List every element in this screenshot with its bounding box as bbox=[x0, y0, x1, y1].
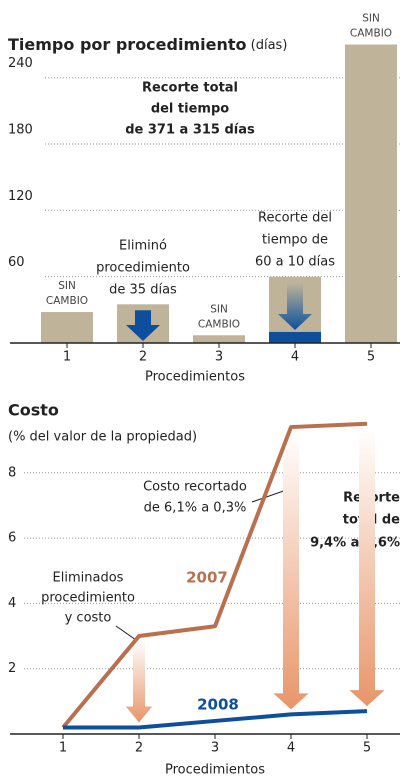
bar bbox=[345, 44, 397, 343]
annotation-line: Recorte total bbox=[142, 81, 238, 96]
title: Tiempo por procedimiento bbox=[8, 35, 247, 54]
annotation-line: 60 a 10 días bbox=[255, 255, 335, 270]
no-change-label: CAMBIO bbox=[46, 295, 88, 307]
x-tick-label: 2 bbox=[135, 741, 143, 756]
x-tick-label: 5 bbox=[367, 350, 375, 365]
y-tick-label: 240 bbox=[8, 56, 33, 71]
arrow bbox=[126, 310, 160, 341]
annotation-line: de 35 días bbox=[109, 283, 177, 298]
annotation-line: Recorte del bbox=[258, 211, 332, 226]
annotation-line: tiempo de bbox=[262, 233, 328, 248]
arrow bbox=[125, 640, 153, 723]
no-change-label: CAMBIO bbox=[198, 318, 240, 330]
bar bbox=[193, 335, 245, 343]
annotation: Eliminó procedimiento de 35 días bbox=[96, 239, 190, 298]
annotation: Recorte del tiempo de 60 a 10 días bbox=[255, 211, 335, 270]
no-change-label: SIN bbox=[362, 13, 380, 25]
x-tick-label: 1 bbox=[59, 741, 67, 756]
x-tick-label: 4 bbox=[287, 741, 295, 756]
line bbox=[61, 421, 368, 729]
y-tick-label: 4 bbox=[8, 596, 16, 611]
arrow bbox=[349, 427, 385, 707]
series-label: 2008 bbox=[197, 696, 239, 714]
y-tick-label: 180 bbox=[8, 123, 33, 138]
x-tick-label: 1 bbox=[63, 350, 71, 365]
bar bbox=[41, 312, 93, 343]
y-tick-label: 120 bbox=[8, 189, 33, 204]
annotation-line: de 6,1% a 0,3% bbox=[144, 501, 247, 516]
x-tick-label: 3 bbox=[211, 741, 219, 756]
no-change-label: SIN bbox=[210, 303, 228, 315]
annotation-line: de 371 a 315 días bbox=[125, 123, 255, 138]
series-label: 2007 bbox=[186, 569, 228, 587]
line bbox=[63, 709, 368, 730]
annotation-line: y costo bbox=[65, 611, 112, 626]
annotation: Recorte total del tiempo de 371 a 315 dí… bbox=[125, 81, 255, 138]
chart-subtitle: (% del valor de la propiedad) bbox=[8, 430, 197, 445]
annotation: Eliminados procedimiento y costo bbox=[41, 571, 135, 626]
x-tick-label: 2 bbox=[139, 350, 147, 365]
x-tick-label: 4 bbox=[291, 350, 299, 365]
chart-title: Tiempo por procedimiento (días) bbox=[8, 35, 287, 54]
annotation-line: Costo recortado bbox=[143, 480, 247, 495]
y-tick-label: 8 bbox=[8, 465, 16, 480]
annotation-line: procedimiento bbox=[41, 591, 135, 606]
title-unit: (días) bbox=[251, 38, 288, 53]
annotation-line: procedimiento bbox=[96, 261, 190, 276]
bar-after bbox=[269, 331, 321, 343]
annotation-line: del tiempo bbox=[151, 102, 229, 117]
x-tick-label: 3 bbox=[215, 350, 223, 365]
y-tick-label: 60 bbox=[8, 255, 25, 270]
arrow bbox=[278, 282, 312, 330]
annotation: Costo recortado de 6,1% a 0,3% bbox=[143, 480, 247, 516]
annotation-line: Eliminó bbox=[119, 239, 167, 254]
y-tick-label: 2 bbox=[8, 661, 16, 676]
x-axis-label: Procedimientos bbox=[165, 763, 265, 778]
annotation-line: Eliminados bbox=[53, 571, 124, 586]
arrow bbox=[273, 431, 309, 710]
y-tick-label: 6 bbox=[8, 531, 16, 546]
callout-line bbox=[115, 625, 137, 641]
no-change-label: CAMBIO bbox=[350, 28, 392, 40]
no-change-label: SIN bbox=[58, 280, 76, 292]
annotation-line: 9,4% a 0,6% bbox=[310, 536, 400, 551]
x-tick-label: 5 bbox=[363, 741, 371, 756]
x-axis-label: Procedimientos bbox=[145, 370, 245, 385]
annotation: Recorte total de 9,4% a 0,6% bbox=[310, 491, 400, 551]
chart-title: Costo bbox=[8, 401, 59, 420]
